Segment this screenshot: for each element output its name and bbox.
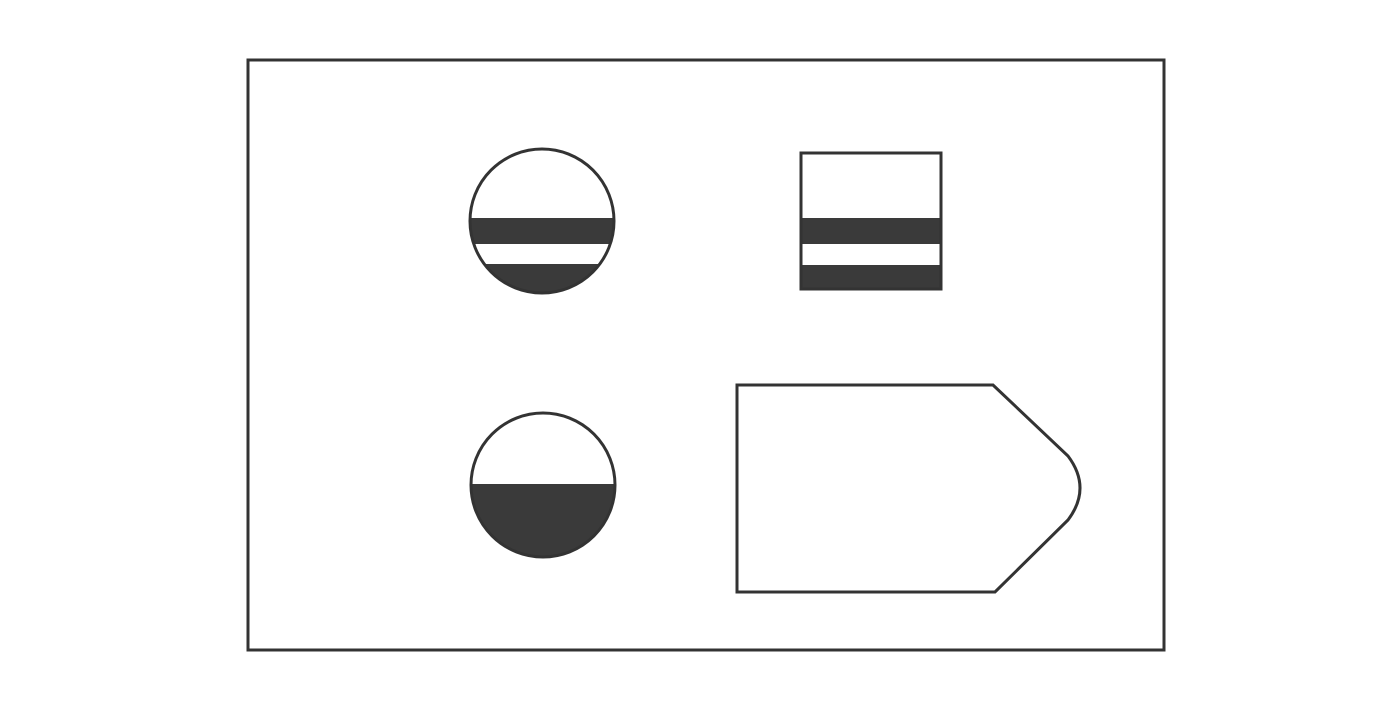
square-two-bands-symbol [799,151,943,291]
circle-half-outline [469,411,617,559]
circle-two-bands-outline [468,147,616,295]
square-outline [799,151,943,291]
pentagon-pointer-outline [735,383,1082,594]
outer-frame [246,58,1166,652]
circle-two-bands-symbol [468,147,616,295]
square-upper-band [801,218,941,244]
circle-upper-band [470,218,614,244]
pentagon-pointer-symbol [735,383,1082,594]
square-lower-band [801,265,941,289]
circle-half-filled-symbol [469,411,617,559]
circle-lower-band [470,264,614,293]
